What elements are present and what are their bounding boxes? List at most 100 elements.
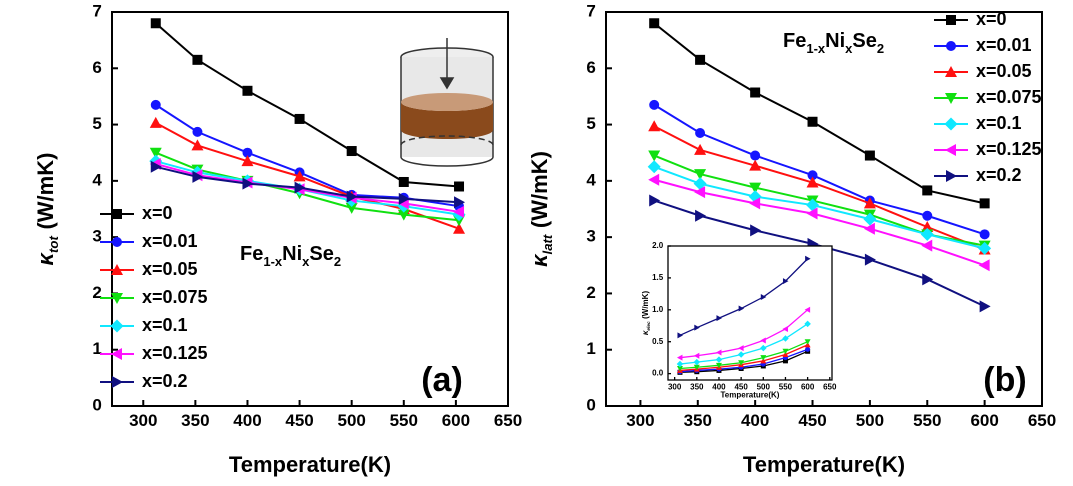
- x-tick-label: 600: [442, 411, 470, 430]
- x-tick-label: 600: [801, 382, 815, 391]
- data-point: [979, 198, 990, 209]
- formula: Fe1-xNixSe2: [783, 30, 884, 56]
- data-point: [346, 190, 358, 203]
- y-tick-label: 5: [92, 114, 101, 133]
- data-point: [192, 54, 203, 65]
- y-axis-label: κelec (W/mK): [641, 291, 652, 336]
- data-point: [864, 150, 875, 161]
- data-point: [242, 85, 253, 96]
- data-point: [979, 229, 990, 240]
- legend-marker: [110, 319, 124, 333]
- data-point: [149, 147, 162, 159]
- x-tick-label: 400: [741, 411, 769, 430]
- data-point: [804, 339, 811, 345]
- data-point: [807, 116, 818, 127]
- data-point: [694, 324, 700, 331]
- data-point: [922, 273, 934, 286]
- y-axis-label: κlatt (W/mK): [527, 151, 555, 267]
- legend-label: x=0.1: [976, 113, 1022, 133]
- y-label-symbol: κ: [641, 330, 650, 335]
- plot: 300 350 400 450 500 550 600 650 0 1 2 3 4 5 6 7 Temperat…: [527, 1, 1056, 476]
- y-label-subscript: latt: [540, 234, 555, 254]
- data-point: [805, 255, 811, 262]
- data-point: [715, 349, 722, 356]
- data-point: [760, 355, 767, 361]
- data-point: [150, 160, 162, 173]
- sample-icon: [400, 38, 494, 167]
- data-point: [647, 160, 661, 174]
- data-point: [738, 360, 745, 366]
- y-tick-label: 2: [92, 283, 101, 302]
- x-tick-label: 550: [913, 411, 941, 430]
- data-point: [749, 182, 762, 194]
- axes-frame: [605, 11, 1043, 407]
- panel-label: (b): [983, 361, 1026, 399]
- legend-label: x=0.075: [976, 87, 1042, 107]
- data-point: [782, 335, 789, 342]
- legend-label: x=0.125: [142, 343, 208, 363]
- data-point: [979, 300, 991, 313]
- x-tick-label: 400: [712, 382, 726, 391]
- legend-label: x=0.05: [142, 259, 198, 279]
- x-tick-label: 500: [856, 411, 884, 430]
- data-point: [737, 351, 745, 358]
- legend-label: x=0: [142, 203, 173, 223]
- x-tick-label: 300: [668, 382, 682, 391]
- formula-part: Se: [309, 243, 333, 265]
- legend-label: x=0.1: [142, 315, 188, 335]
- data-point: [454, 196, 466, 209]
- data-point: [806, 176, 819, 188]
- plot: 300 350 400 450 500 550 600 650 0.0 0.5 1.0 1.5 2.0 T…: [641, 241, 837, 399]
- panel-label: (a): [421, 361, 463, 399]
- formula-part: Se: [852, 30, 876, 52]
- data-point: [716, 315, 722, 322]
- data-point: [242, 177, 254, 190]
- y-label-subscript: tot: [46, 236, 61, 253]
- x-tick-label: 350: [684, 411, 712, 430]
- data-point: [750, 87, 761, 98]
- y-tick-label: 0.0: [652, 369, 664, 378]
- x-tick-label: 450: [798, 411, 826, 430]
- data-point: [864, 253, 876, 266]
- data-point: [806, 198, 820, 212]
- y-tick-label: 5: [586, 114, 595, 133]
- data-point: [294, 181, 306, 194]
- x-tick-label: 500: [757, 382, 771, 391]
- y-tick-label: 3: [92, 227, 101, 246]
- formula-subscript: 2: [877, 41, 884, 56]
- data-point: [922, 185, 933, 196]
- legend-marker: [945, 66, 957, 77]
- axes-frame: [667, 245, 833, 381]
- formula-subscript: x: [845, 41, 853, 56]
- formula-subscript: 1-x: [263, 254, 283, 269]
- data-point: [150, 18, 161, 29]
- legend-label: x=0.075: [142, 287, 208, 307]
- data-point: [676, 354, 683, 361]
- x-axis-label: Temperature(K): [721, 390, 780, 399]
- data-point: [920, 227, 934, 241]
- data-point: [649, 99, 660, 110]
- legend-label: x=0.05: [976, 61, 1032, 81]
- y-tick-label: 6: [586, 58, 595, 77]
- data-point: [677, 332, 683, 339]
- data-point: [782, 348, 789, 355]
- data-point: [715, 356, 723, 363]
- x-tick-label: 550: [779, 382, 793, 391]
- data-point: [294, 113, 305, 124]
- y-tick-label: 4: [92, 170, 102, 189]
- y-label-unit: (W/mK): [527, 151, 552, 228]
- data-point: [863, 212, 877, 226]
- y-tick-label: 7: [586, 1, 595, 20]
- data-point: [806, 207, 818, 220]
- data-point: [242, 147, 253, 158]
- x-tick-label: 350: [690, 382, 704, 391]
- legend-label: x=0.125: [976, 139, 1042, 159]
- data-point: [453, 205, 465, 218]
- data-point: [648, 120, 661, 132]
- data-point: [676, 366, 683, 372]
- x-tick-label: 600: [970, 411, 998, 430]
- legend-marker: [112, 209, 122, 219]
- data-point: [695, 54, 706, 65]
- legend-marker: [111, 293, 123, 304]
- legend-marker: [111, 264, 123, 275]
